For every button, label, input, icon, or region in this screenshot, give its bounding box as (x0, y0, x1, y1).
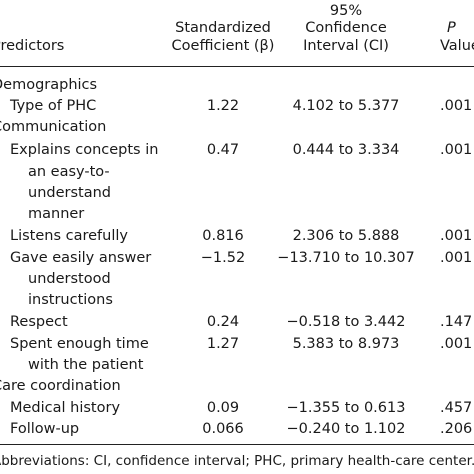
row-ci-respect: −0.518 to 3.442 (286, 314, 406, 330)
row-ci-spent-time: 5.383 to 8.973 (292, 336, 400, 352)
coef-header-line2: Coefficient (β) (171, 38, 275, 54)
ci-header-line2: Interval (CI) (303, 38, 389, 54)
section-communication: Communication (0, 119, 107, 135)
row-p-follow-up: .206 (440, 421, 473, 437)
row-p-explains: .001 (440, 142, 473, 158)
row-label-gave-answer-line3: instructions (28, 292, 113, 308)
row-coef-explains: 0.47 (206, 142, 240, 158)
row-coef-type-of-phc: 1.22 (206, 98, 240, 114)
row-p-spent-time: .001 (440, 336, 473, 352)
row-label-spent-time-line2: with the patient (28, 357, 144, 373)
section-care-coordination: Care coordination (0, 378, 121, 394)
row-label-spent-time-line1: Spent enough time (10, 336, 149, 352)
footer-rule (0, 444, 474, 445)
row-p-respect: .147 (440, 314, 473, 330)
row-label-explains-line3: understand (28, 185, 111, 201)
footnote: Abbreviations: CI, confidence interval; … (0, 453, 474, 469)
row-coef-medical-history: 0.09 (206, 400, 240, 416)
row-ci-listens: 2.306 to 5.888 (292, 228, 400, 244)
row-label-medical-history: Medical history (10, 400, 121, 416)
p-header-line2: Value (440, 38, 474, 54)
row-ci-explains: 0.444 to 3.334 (292, 142, 400, 158)
row-p-medical-history: .457 (440, 400, 473, 416)
row-coef-respect: 0.24 (206, 314, 240, 330)
row-label-gave-answer-line2: understood (28, 271, 111, 287)
ci-header-line1: Confidence (305, 20, 387, 36)
row-label-explains-line2: an easy-to- (28, 164, 110, 180)
p-header-line1: P (447, 20, 456, 36)
row-label-gave-answer-line1: Gave easily answer (10, 250, 152, 266)
header-rule (0, 66, 474, 67)
section-demographics: Demographics (0, 77, 98, 93)
row-label-respect: Respect (10, 314, 68, 330)
row-ci-gave-answer: −13.710 to 10.307 (277, 250, 415, 266)
row-label-listens: Listens carefully (10, 228, 128, 244)
row-ci-type-of-phc: 4.102 to 5.377 (292, 98, 400, 114)
row-ci-medical-history: −1.355 to 0.613 (286, 400, 406, 416)
row-p-gave-answer: .001 (440, 250, 473, 266)
row-coef-gave-answer: −1.52 (200, 250, 246, 266)
row-coef-follow-up: 0.066 (202, 421, 244, 437)
coef-header-line1: Standardized (175, 20, 271, 36)
row-label-type-of-phc: Type of PHC (10, 98, 97, 114)
ci-header-line0: 95% (329, 3, 363, 19)
row-label-follow-up: Follow-up (10, 421, 80, 437)
row-coef-spent-time: 1.27 (206, 336, 240, 352)
row-p-listens: .001 (440, 228, 473, 244)
row-p-type-of-phc: .001 (440, 98, 473, 114)
row-label-explains-line1: Explains concepts in (10, 142, 159, 158)
row-coef-listens: 0.816 (202, 228, 244, 244)
row-ci-follow-up: −0.240 to 1.102 (286, 421, 406, 437)
row-label-explains-line4: manner (28, 206, 85, 222)
